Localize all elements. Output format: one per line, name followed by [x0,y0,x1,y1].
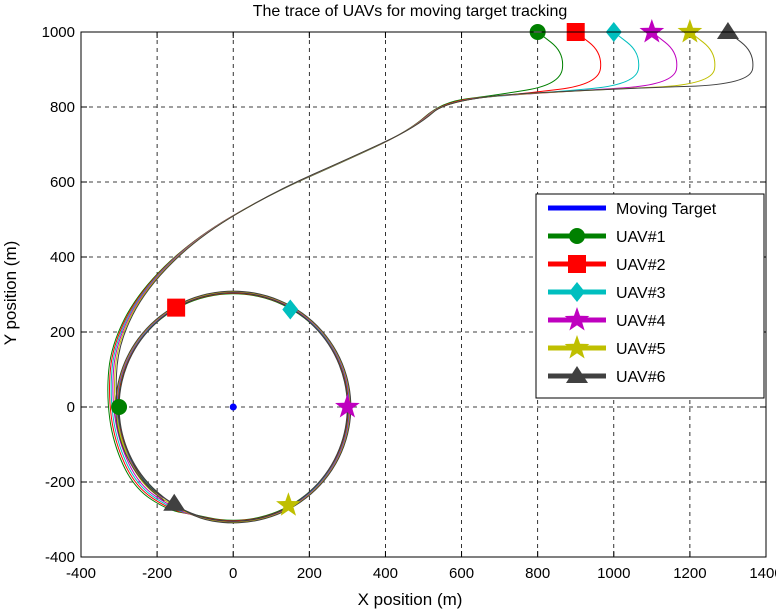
trajectory-UAV#6 [115,31,754,524]
end-marker-UAV#3 [282,299,299,320]
legend-marker-UAV#3 [569,282,585,302]
markers [111,19,739,522]
y-tick-label: 200 [50,324,75,341]
x-tick-label: 400 [373,565,398,582]
legend-marker-UAV#2 [568,255,586,273]
x-tick-label: 1000 [597,565,630,582]
x-tick-label: 200 [297,565,322,582]
x-axis-label: X position (m) [358,590,463,609]
legend-marker-UAV#4 [564,307,590,331]
legend-marker-UAV#5 [564,335,590,359]
y-tick-label: 800 [50,99,75,116]
legend-marker-UAV#1 [569,228,585,244]
y-tick-label: 600 [50,174,75,191]
legend-label: UAV#4 [616,313,666,330]
legend-label: UAV#2 [616,257,666,274]
moving-target-point [229,403,237,411]
y-tick-label: 0 [67,399,75,416]
x-tick-label: -400 [66,565,96,582]
end-marker-UAV#4 [335,394,360,418]
legend-marker-UAV#6 [566,366,588,383]
plot-frame [80,31,767,558]
y-tick-label: 1000 [42,24,75,41]
trajectory-UAV#2 [109,31,602,522]
x-tick-label: -200 [142,565,172,582]
legend: Moving Target UAV#1 UAV#2 UAV#3 UAV#4 UAV#5 UA… [535,193,765,399]
legend-label: UAV#6 [616,369,666,386]
y-tick-label: -400 [45,549,75,566]
end-marker-UAV#5 [276,492,301,516]
start-marker-UAV#4 [639,19,665,43]
x-tick-label: 800 [525,565,550,582]
legend-marker-Moving Target [574,205,580,211]
legend-label: UAV#5 [616,341,666,358]
y-axis-label: Y position (m) [1,241,20,346]
legend-label: UAV#1 [616,229,666,246]
chart-title: The trace of UAVs for moving target trac… [253,3,568,20]
x-tick-label: 600 [449,565,474,582]
end-marker-UAV#2 [167,298,186,317]
y-tick-label: -200 [45,474,75,491]
ticks: -400 -200 0 200 400 600 800 1000 1200 1400 -400 -20… [42,24,776,582]
legend-label: UAV#3 [616,285,666,302]
legend-label: Moving Target [616,201,717,218]
x-tick-label: 0 [229,565,237,582]
start-marker-UAV#6 [716,22,739,39]
trajectory-UAV#1 [107,31,564,521]
x-tick-label: 1200 [673,565,706,582]
x-tick-label: 1400 [749,565,776,582]
end-marker-UAV#1 [111,399,128,415]
y-tick-label: 400 [50,249,75,266]
end-marker-UAV#6 [163,493,186,511]
start-marker-UAV#5 [677,19,703,43]
